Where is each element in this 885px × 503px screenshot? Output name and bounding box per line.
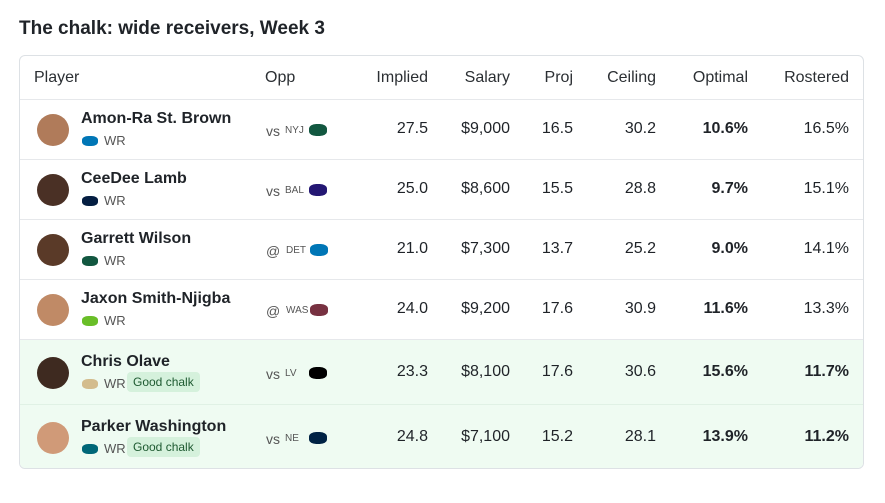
implied: 24.0 [396, 300, 428, 317]
optimal: 9.7% [711, 180, 748, 197]
position: WR [104, 440, 126, 456]
salary: $8,100 [461, 362, 510, 380]
player-name: Garrett Wilson [81, 230, 192, 247]
table-row: Parker Washington WR Good chalk vs NE 24.8 $7,… [20, 405, 863, 468]
opp-logo [309, 431, 327, 444]
position: WR [104, 375, 126, 391]
player-name: Chris Olave [81, 352, 170, 370]
implied: 24.8 [396, 427, 428, 445]
opp-prefix: vs [266, 430, 280, 447]
proj: 16.5 [541, 120, 573, 137]
column-header[interactable]: Player [34, 69, 80, 86]
opp-team: LV [285, 367, 297, 379]
salary: $9,200 [461, 300, 510, 317]
column-header[interactable]: Rostered [784, 69, 849, 86]
avatar [37, 421, 69, 454]
opp-team: WAS [286, 305, 309, 316]
salary: $8,600 [461, 180, 510, 197]
implied: 27.5 [396, 120, 428, 137]
badge: Good chalk [127, 436, 200, 457]
opp-team: NE [285, 432, 299, 444]
column-header[interactable]: Proj [544, 69, 573, 86]
proj: 17.6 [541, 300, 573, 317]
rostered: 13.3% [803, 300, 849, 317]
opp-logo [310, 244, 328, 256]
optimal: 9.0% [711, 240, 748, 257]
opp-prefix: @ [266, 303, 281, 319]
table-row: Chris Olave WR Good chalk vs LV 23.3 $8,100 17.… [20, 340, 863, 405]
opp-prefix: @ [266, 243, 281, 259]
team-logo [82, 136, 98, 146]
team-logo [82, 256, 98, 266]
salary: $7,300 [461, 240, 510, 257]
proj: 15.2 [541, 427, 573, 445]
opp-prefix: vs [266, 183, 280, 199]
ceiling: 25.2 [624, 240, 656, 257]
ceiling: 30.6 [624, 362, 656, 380]
opp-prefix: vs [266, 365, 280, 382]
player-name: Parker Washington [81, 417, 227, 435]
ceiling: 28.8 [624, 180, 656, 197]
ceiling: 30.9 [624, 300, 656, 317]
optimal: 10.6% [702, 120, 748, 137]
implied: 21.0 [396, 240, 428, 257]
position: WR [104, 133, 126, 148]
table-row: Jaxon Smith-Njigba WR @ WAS 24.0 $9,200 17.6 30… [20, 280, 863, 340]
player-name: CeeDee Lamb [81, 170, 187, 187]
position: WR [104, 313, 126, 328]
opp-logo [309, 366, 327, 379]
opp-team: DET [286, 245, 306, 256]
opp-logo [309, 184, 327, 196]
team-logo [82, 378, 98, 389]
opp-team: NYJ [285, 125, 304, 136]
column-header[interactable]: Optimal [692, 69, 748, 86]
player-name: Amon-Ra St. Brown [81, 110, 232, 127]
table-row: Garrett Wilson WR @ DET 21.0 $7,300 13.7 25.2 9.… [20, 220, 863, 280]
proj: 17.6 [541, 362, 573, 380]
badge: Good chalk [127, 371, 200, 392]
column-header[interactable]: Opp [265, 69, 296, 86]
opp-logo [309, 124, 327, 136]
avatar [37, 356, 69, 389]
salary: $7,100 [461, 427, 510, 445]
rostered: 11.2% [804, 427, 849, 445]
table-row: CeeDee Lamb WR vs BAL 25.0 $8,600 15.5 28.8 9.7%… [20, 160, 863, 220]
optimal: 13.9% [702, 427, 748, 445]
position: WR [104, 193, 126, 208]
position: WR [104, 253, 126, 268]
opp-team: BAL [285, 185, 304, 196]
optimal: 15.6% [702, 362, 748, 380]
ceiling: 28.1 [624, 427, 656, 445]
title: The chalk: wide receivers, Week 3 [19, 18, 325, 39]
ceiling: 30.2 [624, 120, 656, 137]
proj: 15.5 [541, 180, 573, 197]
implied: 23.3 [396, 362, 428, 380]
team-logo [82, 316, 98, 326]
avatar [37, 114, 69, 146]
team-logo [82, 196, 98, 206]
avatar [37, 174, 69, 206]
optimal: 11.6% [703, 300, 748, 317]
rostered: 16.5% [803, 120, 849, 137]
salary: $9,000 [461, 120, 510, 137]
column-header[interactable]: Implied [376, 69, 428, 86]
player-name: Jaxon Smith-Njigba [81, 290, 231, 307]
table: Player Opp Implied Salary Proj Ceiling Optimal… [19, 55, 864, 469]
avatar [37, 234, 69, 266]
column-header[interactable]: Ceiling [607, 69, 656, 86]
avatar [37, 294, 69, 326]
header-row: Player Opp Implied Salary Proj Ceiling Optimal… [20, 56, 863, 100]
rostered: 11.7% [804, 362, 849, 380]
proj: 13.7 [541, 240, 573, 257]
team-logo [82, 443, 98, 454]
opp-logo [310, 304, 328, 316]
table-row: Amon-Ra St. Brown WR vs NYJ 27.5 $9,000 16.5 30… [20, 100, 863, 160]
column-header[interactable]: Salary [464, 69, 510, 86]
implied: 25.0 [396, 180, 428, 197]
opp-prefix: vs [266, 123, 280, 139]
rostered: 15.1% [803, 180, 849, 197]
rostered: 14.1% [803, 240, 849, 257]
